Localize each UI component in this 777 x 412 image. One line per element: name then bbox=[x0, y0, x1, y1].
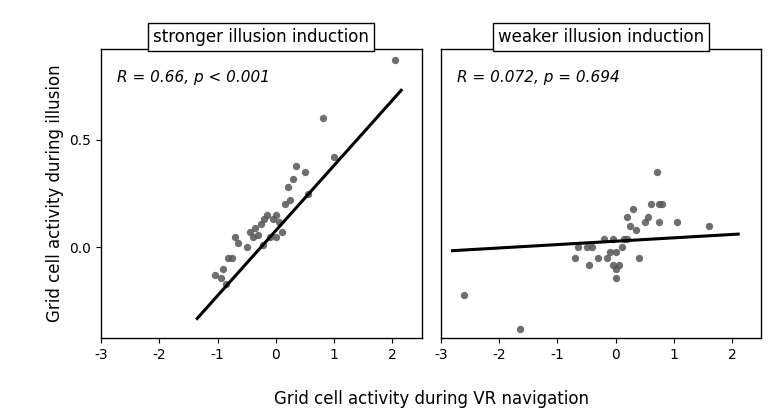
Point bbox=[246, 233, 259, 240]
Y-axis label: Grid cell activity during illusion: Grid cell activity during illusion bbox=[46, 65, 64, 323]
Text: Grid cell activity during VR navigation: Grid cell activity during VR navigation bbox=[274, 390, 589, 408]
Point bbox=[290, 162, 302, 169]
Point bbox=[580, 244, 593, 251]
Title: stronger illusion induction: stronger illusion induction bbox=[153, 28, 369, 47]
Point bbox=[253, 231, 265, 238]
Point bbox=[607, 261, 619, 268]
Point bbox=[586, 244, 598, 251]
Point bbox=[261, 212, 274, 218]
Point bbox=[278, 201, 291, 208]
Point bbox=[316, 115, 329, 122]
Point bbox=[615, 244, 628, 251]
Point bbox=[612, 261, 625, 268]
Point bbox=[598, 236, 610, 242]
Point bbox=[653, 201, 666, 208]
Point bbox=[653, 218, 666, 225]
Point bbox=[624, 222, 636, 229]
Point bbox=[257, 242, 270, 248]
Point bbox=[218, 266, 230, 272]
Point bbox=[229, 233, 242, 240]
Point bbox=[650, 169, 663, 176]
Point bbox=[609, 248, 622, 255]
Point bbox=[249, 225, 262, 232]
Point bbox=[243, 229, 256, 236]
Point bbox=[255, 220, 267, 227]
Point bbox=[621, 214, 633, 220]
Point bbox=[208, 272, 221, 279]
Point bbox=[264, 233, 277, 240]
Point bbox=[584, 261, 596, 268]
Point bbox=[592, 255, 605, 262]
Point bbox=[632, 255, 645, 262]
Point bbox=[284, 197, 297, 204]
Point bbox=[569, 255, 581, 262]
Point bbox=[281, 184, 294, 190]
Point bbox=[220, 281, 232, 287]
Point bbox=[299, 169, 312, 176]
Point bbox=[642, 214, 654, 220]
Point bbox=[214, 274, 227, 281]
Point bbox=[222, 255, 235, 262]
Point bbox=[627, 206, 639, 212]
Point bbox=[604, 248, 616, 255]
Point bbox=[258, 216, 270, 223]
Text: R = 0.66, p < 0.001: R = 0.66, p < 0.001 bbox=[117, 70, 270, 84]
Point bbox=[270, 212, 282, 218]
Point bbox=[458, 292, 470, 298]
Point bbox=[276, 229, 288, 236]
Title: weaker illusion induction: weaker illusion induction bbox=[498, 28, 704, 47]
Point bbox=[656, 201, 668, 208]
Point bbox=[287, 175, 300, 182]
Point bbox=[667, 352, 680, 358]
Point bbox=[301, 190, 314, 197]
Point bbox=[601, 255, 613, 262]
Point bbox=[621, 236, 633, 242]
Point bbox=[389, 57, 402, 63]
Point bbox=[702, 222, 715, 229]
Point bbox=[232, 240, 244, 246]
Point bbox=[609, 266, 622, 272]
Point bbox=[618, 236, 631, 242]
Point bbox=[328, 154, 340, 160]
Point bbox=[273, 218, 285, 225]
Point bbox=[644, 201, 657, 208]
Text: R = 0.072, p = 0.694: R = 0.072, p = 0.694 bbox=[457, 70, 619, 84]
Point bbox=[609, 274, 622, 281]
Point bbox=[607, 236, 619, 242]
Point bbox=[514, 326, 526, 332]
Point bbox=[241, 244, 253, 251]
Point bbox=[630, 227, 643, 234]
Point bbox=[226, 255, 239, 262]
Point bbox=[572, 244, 584, 251]
Point bbox=[639, 218, 651, 225]
Point bbox=[671, 218, 683, 225]
Point bbox=[270, 233, 282, 240]
Point bbox=[267, 216, 279, 223]
